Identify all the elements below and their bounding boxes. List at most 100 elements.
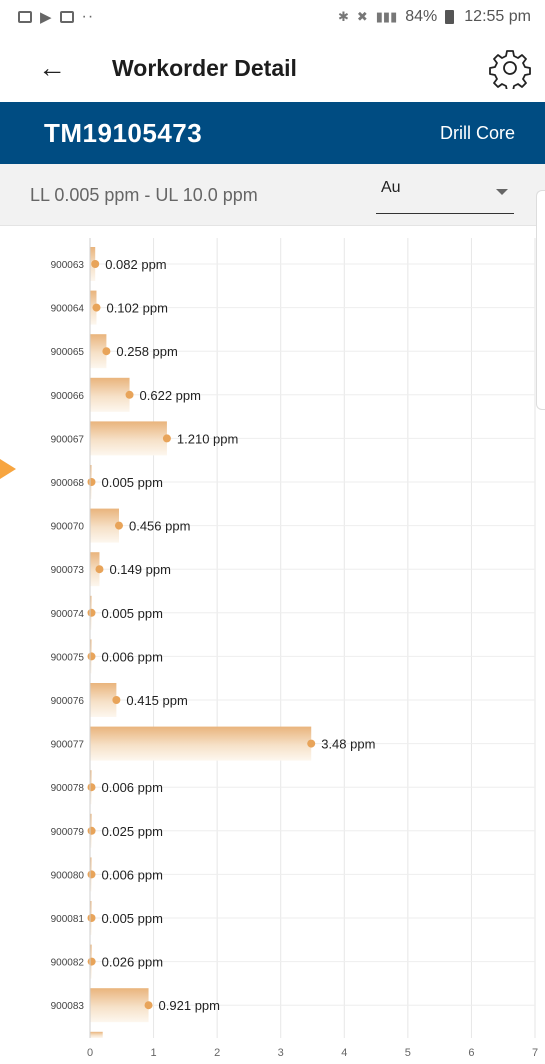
- assay-bar-chart: 0.082 ppm 0.102 ppm 0.258 ppm 0.622 ppm 1.21…: [51, 238, 538, 1059]
- app-bar: ← Workorder Detail: [0, 34, 545, 102]
- category-label: 900070: [51, 522, 85, 533]
- status-left-icons: ▶ ··: [18, 8, 94, 26]
- bar: [90, 508, 119, 543]
- bar: [90, 988, 149, 1023]
- data-label: 0.006 ppm: [102, 867, 163, 882]
- bar-partial: [90, 1031, 103, 1038]
- gmail-icon: [59, 11, 74, 23]
- bar-point: [162, 434, 171, 443]
- x-tick-label: 5: [405, 1047, 411, 1059]
- workorder-id: TM19105473: [44, 117, 203, 148]
- data-label: 0.026 ppm: [102, 955, 163, 970]
- data-label: 1.210 ppm: [177, 431, 238, 446]
- x-tick-label: 6: [468, 1047, 474, 1059]
- data-label: 0.005 ppm: [102, 911, 163, 926]
- chevron-down-icon: [496, 189, 508, 195]
- bar-point: [87, 478, 96, 486]
- bar-point: [112, 696, 121, 704]
- bar-point: [91, 260, 100, 268]
- bar-point: [87, 914, 96, 922]
- category-label: 900064: [51, 304, 85, 315]
- data-label: 0.622 ppm: [140, 388, 201, 403]
- pointer-arrow-icon: [0, 459, 16, 479]
- data-label: 0.005 ppm: [102, 475, 163, 490]
- bar-point: [144, 1001, 153, 1010]
- x-tick-label: 7: [532, 1047, 538, 1059]
- x-tick-label: 0: [87, 1047, 93, 1059]
- data-label: 0.149 ppm: [109, 562, 170, 577]
- bar: [90, 377, 130, 412]
- category-label: 900066: [51, 391, 85, 402]
- workorder-header: TM19105473 Drill Core: [0, 102, 545, 164]
- bar-point: [87, 957, 96, 966]
- category-label: 900068: [51, 478, 85, 489]
- category-label: 900065: [51, 347, 85, 358]
- bluetooth-icon: ✱: [337, 9, 349, 24]
- category-label: 900074: [51, 609, 85, 620]
- data-label: 0.082 ppm: [105, 257, 166, 272]
- more-notifications: ··: [81, 8, 95, 25]
- bar-point: [114, 521, 123, 530]
- detection-limits: LL 0.005 ppm - UL 10.0 ppm: [30, 185, 258, 205]
- data-label: 0.006 ppm: [102, 649, 163, 664]
- bar-point: [92, 303, 101, 312]
- bar-point: [95, 565, 104, 574]
- play-store-icon: ▶: [40, 9, 52, 26]
- limits-bar: LL 0.005 ppm - UL 10.0 ppm Au: [0, 164, 545, 226]
- data-label: 3.48 ppm: [321, 737, 375, 752]
- x-tick-label: 1: [151, 1047, 157, 1059]
- data-label: 0.456 ppm: [129, 519, 190, 534]
- data-label: 0.415 ppm: [126, 693, 187, 708]
- category-label: 900082: [51, 958, 85, 969]
- battery-icon: [445, 10, 455, 24]
- bar: [90, 683, 117, 717]
- workorder-type: Drill Core: [439, 122, 515, 143]
- x-tick-label: 4: [341, 1047, 347, 1059]
- bar-point: [87, 870, 96, 879]
- data-label: 0.025 ppm: [102, 824, 163, 839]
- battery-percent: 84%: [405, 8, 438, 25]
- bar-point: [87, 608, 96, 617]
- page-title: Workorder Detail: [112, 54, 297, 81]
- data-label: 0.006 ppm: [102, 780, 163, 795]
- category-label: 900079: [51, 827, 85, 838]
- category-label: 900080: [51, 870, 85, 881]
- arrow-left-icon[interactable]: ←: [38, 52, 66, 83]
- gear-icon[interactable]: [489, 47, 531, 89]
- category-label: 900063: [51, 260, 85, 271]
- category-label: 900067: [51, 434, 85, 445]
- data-label: 0.258 ppm: [116, 344, 177, 359]
- category-label: 900073: [51, 565, 85, 576]
- gallery-icon: [18, 11, 32, 23]
- status-right: ✱ ✖ ▮▮▮ 84% 12:55 pm: [338, 8, 531, 26]
- bar: [90, 334, 107, 369]
- data-label: 0.921 ppm: [159, 998, 220, 1013]
- bar-point: [87, 826, 96, 835]
- bar-point: [87, 652, 96, 661]
- bar-point: [307, 739, 316, 748]
- category-label: 900075: [51, 652, 85, 663]
- mute-icon: ✖: [356, 9, 368, 24]
- bar: [90, 552, 100, 587]
- category-label: 900083: [51, 1001, 85, 1012]
- category-label: 900078: [51, 783, 85, 794]
- element-select-value: Au: [381, 179, 401, 196]
- signal-icon: ▮▮▮: [375, 9, 398, 24]
- x-tick-label: 3: [278, 1047, 284, 1059]
- element-select[interactable]: Au: [376, 172, 514, 214]
- category-label: 900077: [51, 740, 85, 751]
- bar: [90, 726, 312, 761]
- data-label: 0.102 ppm: [106, 301, 167, 316]
- category-label: 900076: [51, 696, 85, 707]
- data-label: 0.005 ppm: [102, 606, 163, 621]
- bar-point: [87, 783, 96, 792]
- bar-point: [102, 347, 111, 356]
- status-time: 12:55 pm: [464, 8, 531, 25]
- bar: [90, 421, 167, 456]
- bar-point: [125, 390, 134, 399]
- status-bar: ▶ ·· ✱ ✖ ▮▮▮ 84% 12:55 pm: [0, 0, 545, 34]
- x-tick-label: 2: [214, 1047, 220, 1059]
- category-label: 900081: [51, 914, 85, 925]
- side-drawer-handle[interactable]: [536, 190, 545, 410]
